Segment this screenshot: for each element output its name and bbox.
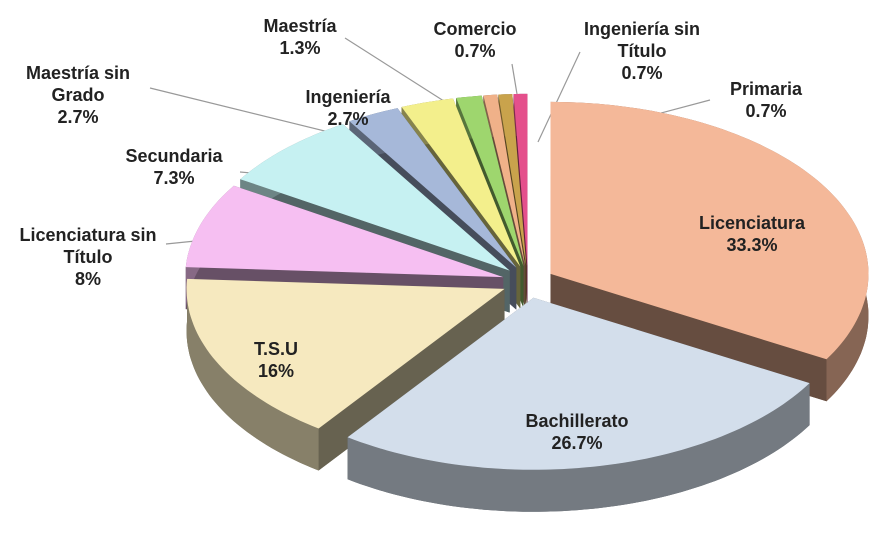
data-label: Comercio 0.7% — [420, 18, 530, 62]
category-name: T.S.U — [253, 339, 298, 359]
slice-top — [513, 93, 528, 266]
data-label: Licenciatura 33.3% — [672, 212, 832, 256]
slice-top — [550, 101, 869, 360]
leader-line — [537, 51, 581, 143]
slice-top — [347, 297, 810, 470]
value-label: 2.7% — [57, 107, 99, 127]
value-label: 33.3% — [726, 235, 778, 255]
data-label: Ingeniería 2.7% — [283, 86, 413, 130]
category-name: Comercio — [433, 19, 517, 39]
slice-top — [498, 94, 527, 266]
data-label: Bachillerato 26.7% — [497, 410, 657, 454]
value-label: 0.7% — [621, 63, 663, 83]
slice-wall — [186, 278, 319, 471]
slice-top — [456, 95, 524, 267]
value-label: 0.7% — [454, 41, 496, 61]
data-label: Licenciatura sin Título 8% — [18, 224, 158, 290]
category-name: Primaria — [729, 79, 803, 99]
data-label: Maestría 1.3% — [245, 15, 355, 59]
value-label: 0.7% — [745, 101, 787, 121]
slice-top — [185, 185, 504, 278]
value-label: 16% — [257, 361, 295, 381]
value-label: 2.7% — [327, 109, 369, 129]
category-name: Secundaria — [125, 146, 223, 166]
category-name: Licenciatura — [698, 213, 806, 233]
category-name: Maestría sin Grado — [25, 63, 131, 105]
category-name: Bachillerato — [525, 411, 629, 431]
category-name: Maestría — [263, 16, 337, 36]
value-label: 1.3% — [279, 38, 321, 58]
slice-top — [240, 124, 510, 271]
data-label: Secundaria 7.3% — [109, 145, 239, 189]
slice-top — [401, 98, 521, 267]
data-label: Primaria 0.7% — [711, 78, 821, 122]
data-label: T.S.U 16% — [216, 338, 336, 382]
value-label: 8% — [74, 269, 101, 289]
value-label: 7.3% — [153, 168, 195, 188]
slice-top — [349, 108, 517, 268]
data-label: Ingeniería sin Título 0.7% — [575, 18, 710, 84]
slice-top — [186, 278, 505, 429]
category-name: Ingeniería sin Título — [583, 19, 701, 61]
pie-slice — [347, 297, 810, 512]
value-label: 26.7% — [551, 433, 603, 453]
category-name: Licenciatura sin Título — [19, 225, 157, 267]
category-name: Ingeniería — [305, 87, 391, 107]
data-label: Maestría sin Grado 2.7% — [13, 62, 143, 128]
slice-wall — [347, 383, 810, 512]
slice-top — [483, 94, 526, 266]
